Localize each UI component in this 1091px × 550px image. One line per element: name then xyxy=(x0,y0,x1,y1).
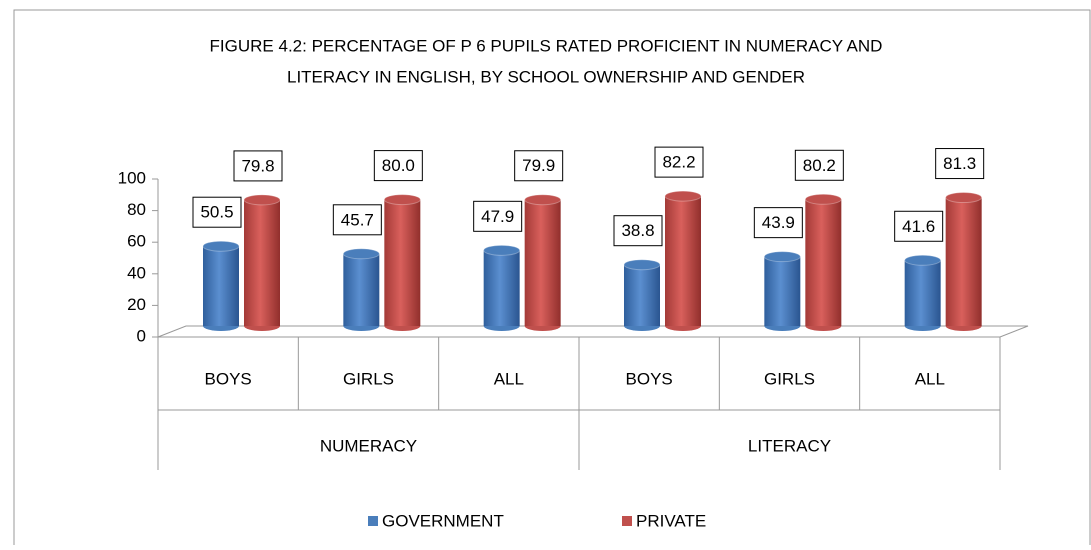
value-label: 80.0 xyxy=(382,156,415,175)
bar xyxy=(805,199,842,326)
value-label-box xyxy=(332,204,382,236)
bar xyxy=(384,199,421,326)
bar xyxy=(524,199,561,326)
value-label: 80.2 xyxy=(803,156,836,175)
value-label-box xyxy=(894,210,944,242)
value-label: 47.9 xyxy=(481,207,514,226)
chart-title: FIGURE 4.2: PERCENTAGE OF P 6 PUPILS RAT… xyxy=(210,36,883,55)
bar-top xyxy=(804,193,842,205)
bar xyxy=(904,260,941,326)
bar-top xyxy=(904,254,942,266)
bar xyxy=(764,256,801,326)
bar xyxy=(203,246,239,326)
value-label-box xyxy=(233,150,283,182)
bar-top xyxy=(664,190,702,202)
bar xyxy=(244,199,280,326)
value-label-box xyxy=(753,207,803,239)
value-label: 38.8 xyxy=(621,221,654,240)
y-tick-label: 60 xyxy=(127,232,146,251)
chart-subtitle: LITERACY IN ENGLISH, BY SCHOOL OWNERSHIP… xyxy=(287,67,805,86)
value-label-box xyxy=(613,215,663,247)
legend-swatch xyxy=(368,516,378,526)
value-label-box xyxy=(373,150,423,182)
bar xyxy=(665,196,701,326)
group-label: NUMERACY xyxy=(320,436,417,455)
bar-top xyxy=(524,194,562,206)
bar-top xyxy=(623,259,661,271)
x-tick-label: BOYS xyxy=(205,369,252,388)
value-label-box xyxy=(935,148,985,180)
value-label: 41.6 xyxy=(902,217,935,236)
value-label: 50.5 xyxy=(200,203,233,222)
x-tick-label: GIRLS xyxy=(764,369,815,388)
bar xyxy=(343,253,380,326)
bar-top xyxy=(383,194,421,206)
x-tick-label: ALL xyxy=(915,369,945,388)
bar-top xyxy=(342,248,380,260)
legend-swatch xyxy=(622,516,632,526)
bar xyxy=(624,264,660,326)
value-label: 82.2 xyxy=(662,153,695,172)
y-tick-label: 80 xyxy=(127,200,146,219)
legend-label: GOVERNMENT xyxy=(382,511,504,530)
bar xyxy=(945,197,982,326)
group-label: LITERACY xyxy=(748,436,831,455)
value-label-box xyxy=(654,146,704,178)
x-tick-label: GIRLS xyxy=(343,369,394,388)
value-label: 79.9 xyxy=(522,156,555,175)
bar-top xyxy=(483,244,521,256)
value-label-box xyxy=(794,149,844,181)
legend-label: PRIVATE xyxy=(636,511,706,530)
value-label: 45.7 xyxy=(341,210,374,229)
value-label: 81.3 xyxy=(943,154,976,173)
y-tick-label: 0 xyxy=(137,326,146,345)
bar-top xyxy=(763,251,801,263)
y-tick-label: 20 xyxy=(127,295,146,314)
y-tick-label: 40 xyxy=(127,263,146,282)
value-label-box xyxy=(514,150,564,182)
value-label: 43.9 xyxy=(762,213,795,232)
bar-top xyxy=(202,240,240,252)
x-tick-label: BOYS xyxy=(626,369,673,388)
y-tick-label: 100 xyxy=(118,168,146,187)
bar-top xyxy=(945,192,983,204)
bar xyxy=(483,250,520,326)
value-label-box xyxy=(192,196,242,228)
value-label-box xyxy=(473,200,523,232)
bar-top xyxy=(243,194,281,206)
x-tick-label: ALL xyxy=(494,369,524,388)
value-label: 79.8 xyxy=(241,156,274,175)
